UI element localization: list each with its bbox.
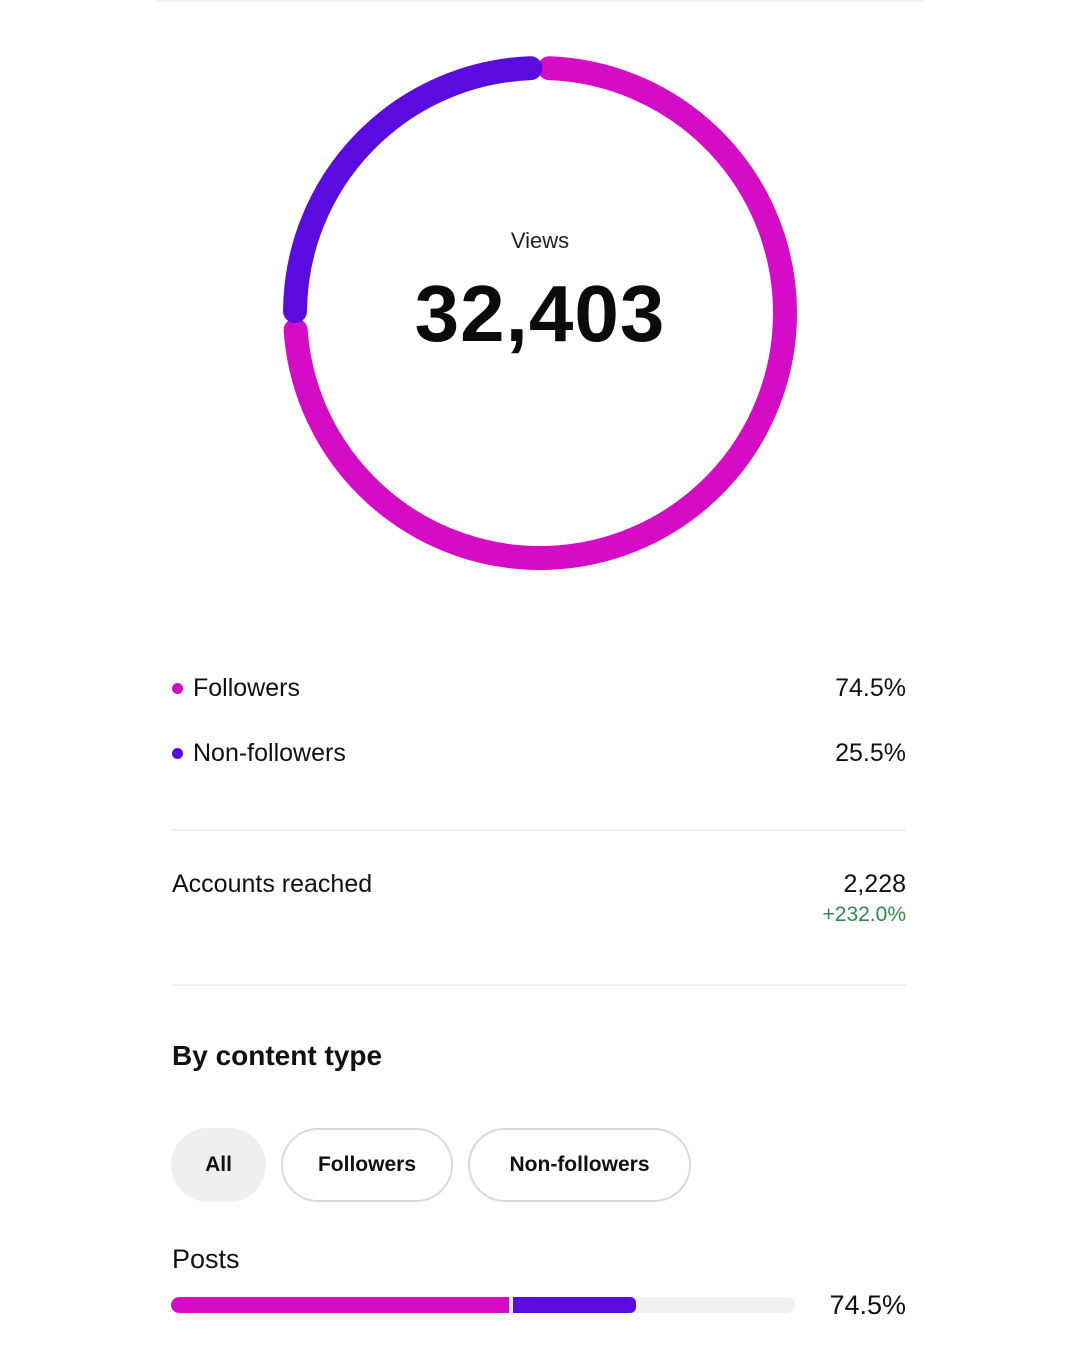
views-label: Views — [510, 228, 570, 253]
legend-row-followers: Followers 74.5% — [172, 668, 906, 708]
views-donut-chart — [283, 56, 797, 570]
filter-followers-button[interactable]: Followers — [281, 1128, 453, 1202]
legend-label-non-followers: Non-followers — [193, 738, 346, 767]
donut-segment-followers — [283, 56, 797, 570]
donut-segment-non-followers — [283, 56, 543, 324]
accounts-reached-change: +232.0% — [822, 903, 907, 926]
divider — [172, 984, 906, 986]
divider — [172, 829, 906, 831]
posts-bar-track — [171, 1297, 795, 1313]
posts-bar-non-followers — [513, 1297, 636, 1313]
top-divider — [156, 0, 924, 2]
non-followers-dot-icon — [172, 747, 183, 759]
posts-bar-followers — [171, 1297, 510, 1313]
legend-row-non-followers: Non-followers 25.5% — [172, 733, 906, 773]
filter-all-button[interactable]: All — [171, 1128, 266, 1202]
followers-dot-icon — [172, 682, 183, 694]
posts-value: 74.5% — [829, 1290, 906, 1320]
views-total: 32,403 — [414, 269, 666, 358]
legend-value-followers: 74.5% — [835, 673, 906, 702]
section-title: By content type — [172, 1040, 383, 1071]
posts-label: Posts — [172, 1244, 240, 1274]
accounts-reached-label: Accounts reached — [172, 870, 373, 898]
legend-label-followers: Followers — [193, 673, 300, 702]
legend-value-non-followers: 25.5% — [835, 738, 906, 767]
filter-non-followers-button[interactable]: Non-followers — [468, 1128, 691, 1202]
accounts-reached-value: 2,228 — [843, 870, 906, 898]
